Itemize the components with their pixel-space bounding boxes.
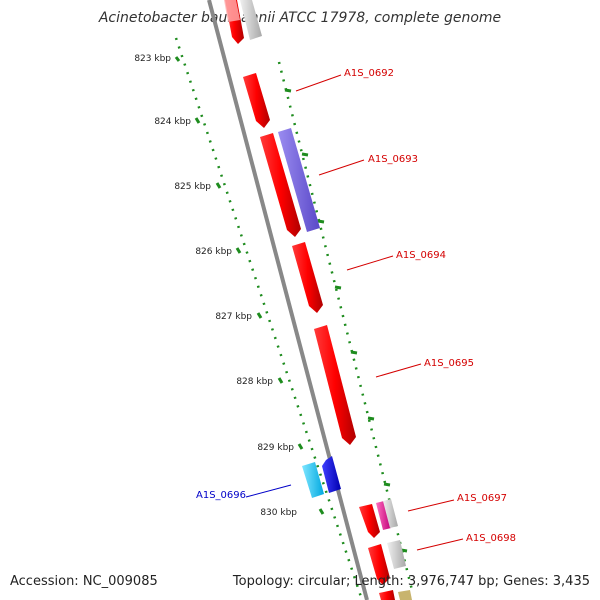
major-tick: [297, 443, 304, 450]
gene-feature-grey-1[interactable]: [383, 499, 398, 528]
major-tick: [215, 182, 222, 189]
gene-arrow-A1S_0694: [292, 242, 323, 313]
gene-feature-magenta[interactable]: [376, 501, 391, 530]
gene-feature-purple[interactable]: [278, 128, 320, 232]
gene-arrow-A1S_0698: [368, 544, 390, 585]
accession-label: Accession: NC_009085: [10, 574, 158, 589]
scale-label: 825 kbp: [174, 182, 211, 192]
gene-feature-olive[interactable]: [398, 590, 412, 600]
leader-line-A1S_0698: [416, 538, 464, 551]
gene-label[interactable]: A1S_0698: [466, 533, 516, 544]
genome-backbone: [207, 0, 369, 600]
major-tick: [350, 350, 358, 355]
scale-label: 827 kbp: [215, 312, 252, 322]
gene-label[interactable]: A1S_0693: [368, 154, 418, 165]
major-ticks: [174, 56, 408, 553]
gene-arrow-top-fragment-pale: [224, 0, 240, 22]
leader-lines: [245, 74, 464, 551]
major-tick: [235, 247, 242, 254]
major-tick: [317, 219, 325, 224]
major-tick: [256, 312, 263, 319]
scale-rail-right: [277, 61, 414, 591]
genome-stats-label: Topology: circular; Length: 3,976,747 bp…: [232, 574, 590, 589]
scale-labels: 823 kbp 824 kbp 825 kbp 826 kbp 827 kbp …: [134, 54, 297, 518]
map-title: Acinetobacter baumannii ATCC 17978, comp…: [98, 10, 502, 26]
major-tick: [334, 285, 342, 290]
major-tick: [318, 508, 325, 515]
gene-label[interactable]: A1S_0697: [457, 493, 507, 504]
leader-line-A1S_0697: [407, 499, 455, 512]
major-tick: [367, 416, 375, 421]
scale-label: 828 kbp: [236, 377, 273, 387]
gene-label[interactable]: A1S_0692: [344, 68, 394, 79]
gene-labels: A1S_0692 A1S_0693 A1S_0694 A1S_0695 A1S_…: [196, 68, 516, 544]
leader-line-A1S_0696: [245, 484, 292, 498]
leader-line-A1S_0693: [318, 159, 365, 176]
major-tick: [277, 377, 284, 384]
gene-arrow-A1S_0696: [322, 456, 341, 493]
gene-label[interactable]: A1S_0696: [196, 490, 246, 501]
scale-label: 826 kbp: [195, 247, 232, 257]
scale-label: 830 kbp: [260, 508, 297, 518]
major-tick: [194, 117, 201, 124]
gene-arrow-A1S_0695: [314, 325, 356, 445]
gene-arrow-A1S_0693: [260, 133, 301, 237]
scale-label: 824 kbp: [154, 117, 191, 127]
leader-line-A1S_0692: [295, 74, 342, 92]
major-tick: [284, 88, 292, 93]
leader-line-A1S_0695: [375, 363, 422, 378]
major-tick: [301, 152, 309, 157]
gene-arrow-A1S_0697: [359, 504, 380, 538]
scale-label: 823 kbp: [134, 54, 171, 64]
leader-line-A1S_0694: [346, 255, 394, 271]
major-tick: [383, 482, 391, 487]
gene-feature-grey-2[interactable]: [387, 540, 406, 569]
gene-feature-cyan[interactable]: [302, 462, 324, 498]
gene-label[interactable]: A1S_0694: [396, 250, 446, 261]
gene-arrow-grey-top: [240, 0, 262, 40]
gene-arrow-A1S_0692: [243, 73, 270, 128]
scale-label: 829 kbp: [257, 443, 294, 453]
major-tick: [174, 56, 181, 62]
gene-arrow-bottom-fragment: [379, 590, 395, 600]
gene-label[interactable]: A1S_0695: [424, 358, 474, 369]
